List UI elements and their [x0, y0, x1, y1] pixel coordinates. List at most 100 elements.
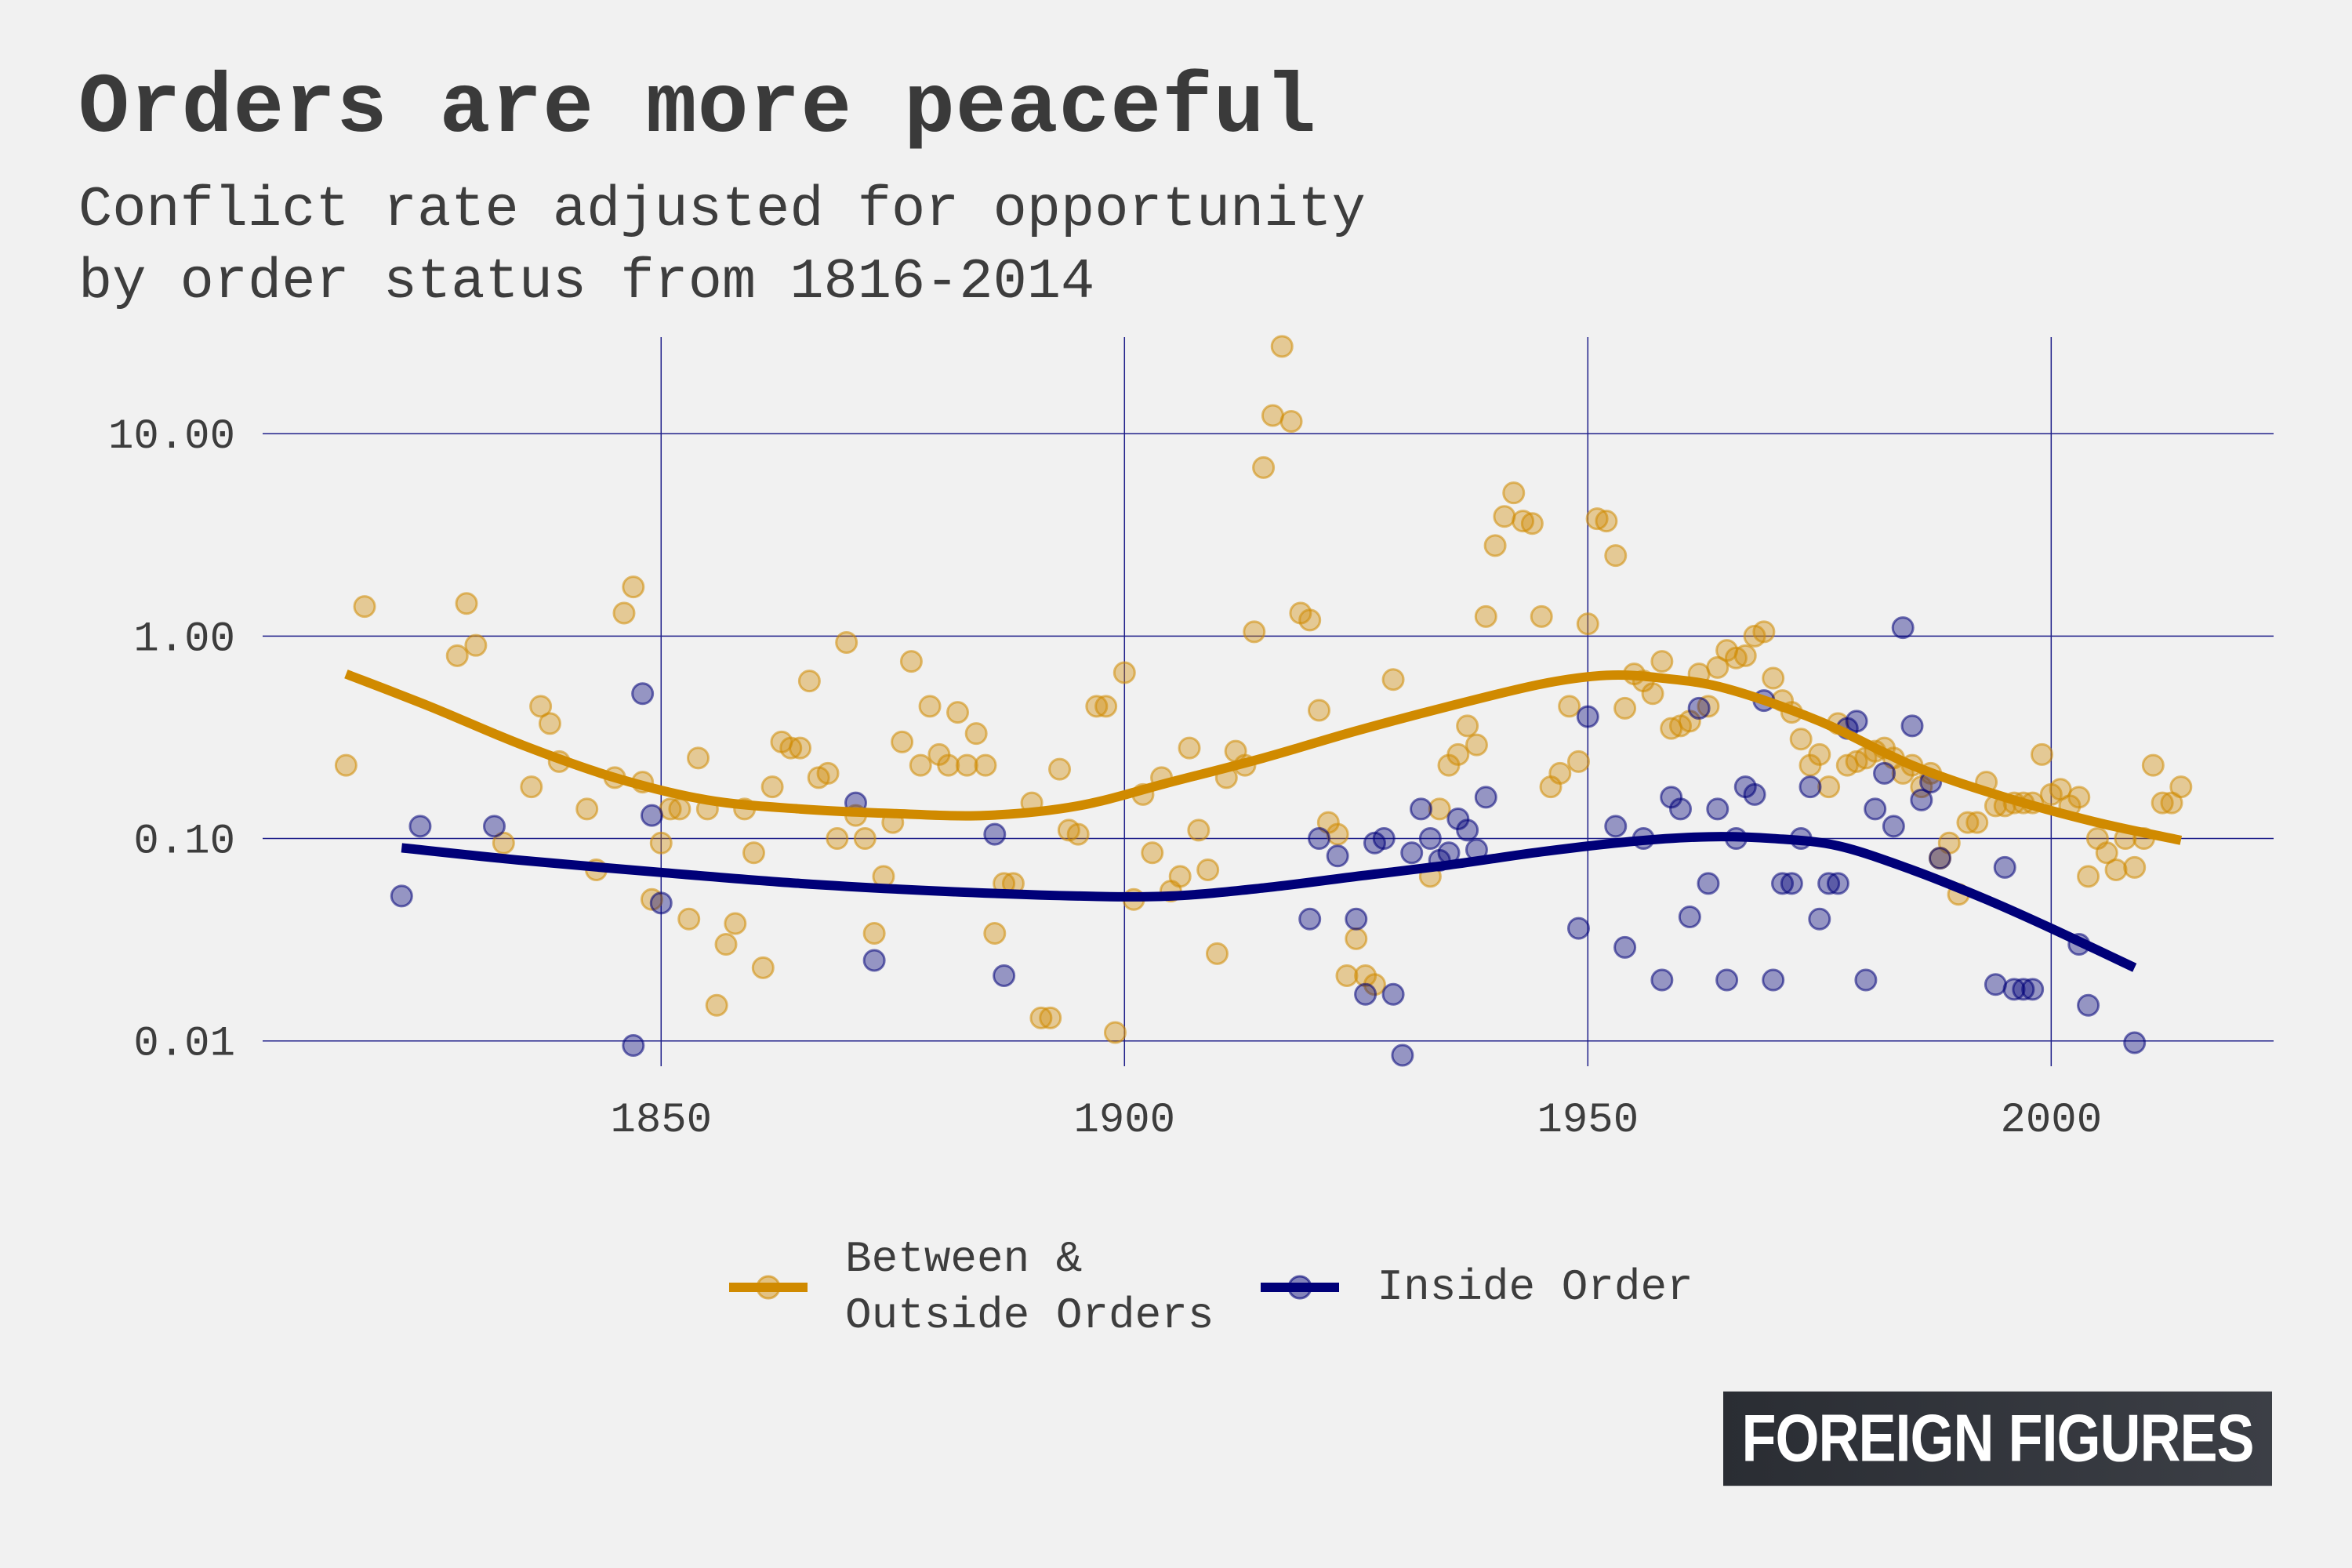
point-s0-19 [668, 797, 691, 821]
point-s1-26 [1456, 818, 1479, 842]
point-s1-64 [1928, 847, 1951, 870]
data-points [334, 335, 2193, 1067]
point-s0-89 [1335, 964, 1359, 988]
point-s1-37 [1678, 906, 1701, 929]
point-s0-106 [1530, 604, 1553, 628]
point-s1-0 [390, 884, 413, 908]
point-s1-36 [1669, 797, 1693, 821]
point-s0-35 [816, 761, 840, 785]
point-s0-130 [1752, 620, 1776, 644]
point-s0-175 [2169, 775, 2193, 799]
point-s0-137 [1817, 775, 1841, 799]
point-s0-105 [1520, 512, 1544, 535]
point-s1-57 [1864, 797, 1887, 821]
point-s0-37 [835, 631, 858, 655]
point-s0-33 [797, 670, 821, 693]
point-s0-43 [891, 730, 914, 753]
point-s0-27 [742, 841, 765, 865]
point-s1-48 [1780, 872, 1803, 895]
point-s1-15 [1354, 982, 1377, 1006]
point-s1-72 [2123, 1031, 2147, 1054]
point-s0-48 [937, 753, 960, 777]
subtitle-line-1: Conflict rate adjusted for opportunity [78, 178, 1366, 242]
y-tick-label-1: 0.10 [133, 818, 235, 866]
legend: Between & Outside Orders Inside Order [729, 1231, 1693, 1344]
point-s0-79 [1243, 620, 1266, 644]
y-tick-label-0: 0.01 [133, 1021, 235, 1069]
trend-lines [344, 670, 2183, 972]
point-s0-118 [1641, 682, 1664, 706]
point-s0-88 [1326, 822, 1349, 846]
point-s0-86 [1308, 699, 1331, 722]
point-s0-20 [677, 907, 701, 931]
point-s0-168 [2104, 858, 2128, 882]
point-s0-93 [1381, 668, 1405, 691]
point-s0-90 [1345, 927, 1368, 950]
point-s1-46 [1762, 968, 1785, 992]
legend-label-between-outside: Between & Outside Orders [845, 1234, 1214, 1341]
point-s0-65 [1112, 661, 1136, 684]
point-s1-59 [1882, 815, 1905, 838]
point-s0-5 [492, 831, 515, 855]
point-s0-13 [612, 601, 636, 625]
point-s1-4 [631, 682, 655, 706]
point-s0-172 [2141, 753, 2165, 777]
point-s0-74 [1196, 858, 1220, 882]
point-s1-56 [1854, 968, 1878, 992]
point-s0-108 [1548, 761, 1572, 785]
point-s0-75 [1205, 942, 1229, 965]
point-s1-62 [1910, 788, 1933, 811]
point-s1-53 [1826, 872, 1849, 895]
legend-key-inside [1261, 1275, 1340, 1300]
point-s1-61 [1900, 714, 1924, 738]
point-s1-29 [1566, 916, 1590, 940]
page-subtitle: Conflict rate adjusted for opportunity b… [78, 174, 1366, 318]
point-s0-100 [1474, 604, 1497, 628]
y-tick-label-2: 1.00 [133, 615, 235, 663]
point-s0-64 [1103, 1021, 1127, 1044]
point-s0-46 [918, 695, 942, 718]
point-s0-24 [714, 933, 738, 956]
point-s0-50 [955, 753, 978, 777]
point-s0-53 [983, 922, 1007, 946]
point-s0-29 [760, 775, 784, 799]
point-s1-8 [862, 949, 886, 972]
point-s1-22 [1418, 827, 1442, 851]
point-s0-113 [1595, 510, 1618, 533]
point-s0-101 [1483, 534, 1507, 557]
point-s0-61 [1066, 822, 1090, 846]
point-s1-41 [1715, 968, 1739, 992]
point-s1-55 [1845, 710, 1868, 733]
point-s0-125 [1706, 655, 1730, 679]
point-s0-110 [1566, 750, 1590, 773]
point-s1-2 [483, 815, 506, 838]
point-s1-51 [1808, 907, 1831, 931]
point-s0-164 [2067, 786, 2091, 809]
point-s0-51 [964, 722, 988, 746]
point-s0-82 [1270, 335, 1294, 358]
y-tick-label-3: 10.00 [108, 413, 235, 461]
point-s1-71 [2077, 993, 2100, 1017]
x-tick-label-1: 1900 [1073, 1097, 1175, 1145]
point-s0-14 [622, 575, 645, 599]
page-title: Orders are more peaceful [78, 61, 1317, 157]
point-s1-20 [1400, 841, 1424, 865]
point-s0-136 [1808, 742, 1831, 766]
point-s1-9 [983, 822, 1007, 846]
point-s0-85 [1298, 608, 1322, 632]
point-s0-4 [464, 633, 488, 657]
point-s0-165 [2077, 865, 2100, 888]
point-s0-63 [1094, 695, 1118, 718]
point-s0-17 [649, 831, 673, 855]
point-s1-34 [1650, 968, 1674, 992]
point-s0-167 [2095, 841, 2118, 865]
point-s1-21 [1410, 797, 1433, 821]
point-s1-39 [1697, 872, 1720, 895]
grid-lines [263, 337, 2274, 1066]
point-s0-1 [353, 595, 376, 619]
point-s0-25 [724, 912, 747, 935]
point-s0-134 [1789, 728, 1813, 751]
point-s0-68 [1141, 841, 1164, 865]
legend-label-inside: Inside Order [1377, 1262, 1693, 1312]
point-s0-72 [1178, 736, 1201, 760]
